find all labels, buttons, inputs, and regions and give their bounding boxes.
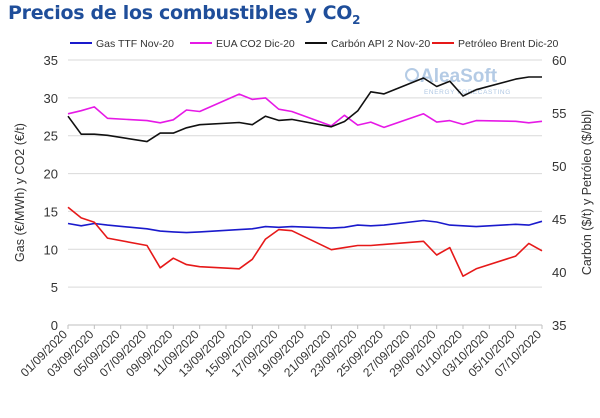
legend-label: Gas TTF Nov-20	[96, 38, 174, 50]
y-tick-label: 15	[44, 204, 58, 219]
watermark-logo-icon	[405, 68, 419, 82]
y2-tick-label: 60	[552, 53, 566, 68]
legend-label: Carbón API 2 Nov-20	[331, 38, 430, 50]
series-line-2	[67, 93, 543, 129]
chart-title-main: Precios de los combustibles y CO	[8, 2, 353, 24]
y-tick-label: 0	[51, 318, 58, 333]
y-tick-label: 25	[44, 129, 58, 144]
y-tick-label: 5	[51, 280, 58, 295]
y-tick-label: 10	[44, 242, 58, 257]
legend-label: Petróleo Brent Dic-20	[458, 38, 559, 50]
y2-tick-label: 40	[552, 265, 566, 280]
y-axis-label: Gas (€/MWh) y CO2 (€/t)	[13, 123, 27, 262]
y2-axis-label: Carbón ($/t) y Petróleo ($/bbl)	[580, 110, 594, 275]
series-line-3	[67, 76, 542, 143]
series-line-1	[67, 219, 543, 234]
y-tick-label: 20	[44, 167, 58, 182]
y2-tick-label: 35	[552, 318, 566, 333]
y2-tick-label: 50	[552, 159, 566, 174]
chart-title: Precios de los combustibles y CO2	[8, 2, 360, 27]
watermark-brand: AleaSoft	[420, 66, 498, 87]
chart-title-subscript: 2	[352, 12, 361, 27]
y2-tick-label: 55	[552, 106, 566, 121]
y2-tick-label: 45	[552, 212, 566, 227]
y-tick-label: 30	[44, 91, 58, 106]
watermark-tagline: ENERGY FORECASTING	[424, 89, 511, 96]
y-tick-label: 35	[44, 53, 58, 68]
series-line-4	[67, 206, 543, 278]
legend-label: EUA CO2 Dic-20	[216, 38, 295, 50]
